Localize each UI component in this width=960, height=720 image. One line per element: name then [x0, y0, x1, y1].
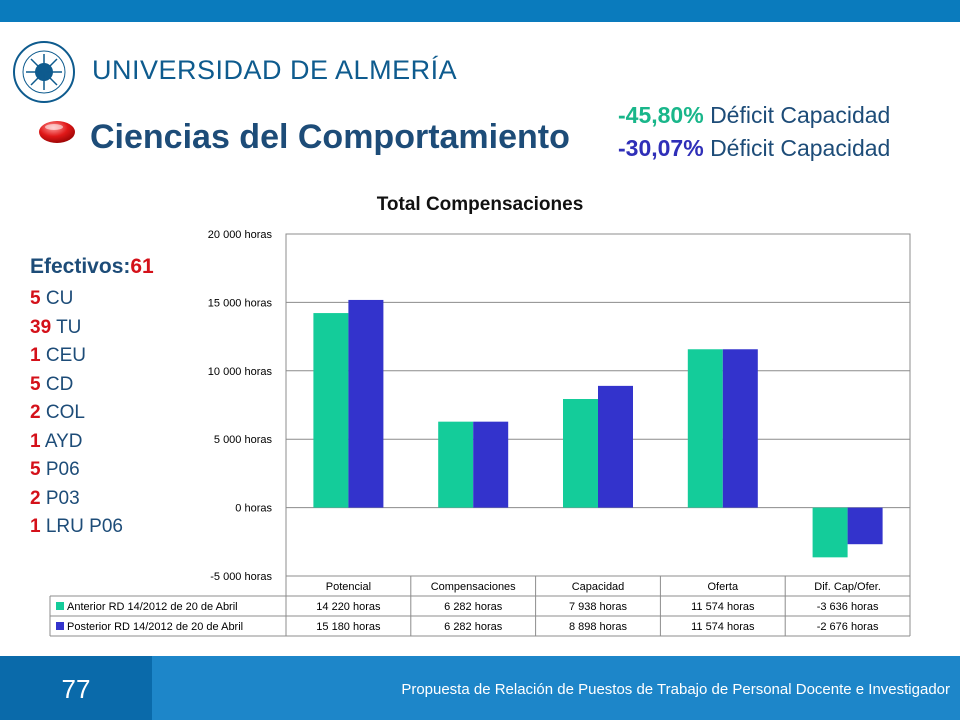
staff-item: 1 AYD	[30, 428, 154, 457]
category-label: Potencial	[326, 581, 371, 593]
top-bar	[0, 0, 960, 22]
staff-summary: Efectivos:61 5 CU 39 TU 1 CEU 5 CD 2 COL…	[30, 255, 154, 542]
legend-series-name: Anterior RD 14/2012 de 20 de Abril	[67, 601, 238, 613]
plot-frame	[285, 233, 911, 577]
staff-count: 39	[30, 316, 52, 338]
bar-posterior	[722, 349, 758, 508]
bar-anterior	[313, 313, 349, 508]
deficit-label: Déficit Capacidad	[710, 135, 891, 161]
staff-category: CU	[45, 288, 74, 309]
bar-anterior	[563, 399, 598, 508]
data-label: -3 636 horas	[817, 601, 879, 613]
staff-count: 5	[30, 459, 41, 480]
category-label: Compensaciones	[431, 581, 516, 593]
category-label: Dif. Cap/Ofer.	[814, 581, 881, 593]
footer-bar	[0, 656, 960, 720]
deficit-percent: -30,07%	[618, 135, 704, 161]
y-tick-label: -5 000 horas	[210, 571, 272, 583]
staff-category: P03	[45, 487, 80, 509]
staff-item: 1 CEU	[30, 342, 154, 371]
staff-category: LRU P06	[45, 516, 123, 537]
staff-category: TU	[56, 316, 82, 338]
staff-category: P06	[45, 459, 80, 480]
staff-count: 1	[30, 430, 41, 452]
y-tick-label: 20 000 horas	[208, 229, 273, 241]
data-label: 11 574 horas	[691, 621, 755, 633]
y-tick-label: 15 000 horas	[208, 297, 273, 309]
staff-count: 5	[30, 288, 41, 309]
data-label: 6 282 horas	[444, 601, 503, 613]
slide-title: Ciencias del Comportamiento	[90, 118, 570, 156]
page-number-box	[0, 656, 152, 720]
bar-posterior	[847, 507, 883, 545]
bar-posterior	[598, 385, 633, 508]
bar-anterior	[438, 421, 474, 508]
y-tick-label: 0 horas	[235, 503, 272, 515]
category-label: Oferta	[708, 581, 739, 593]
legend-swatch	[56, 602, 64, 610]
staff-count: 1	[30, 516, 41, 537]
staff-item: 5 CU	[30, 285, 154, 314]
staff-count: 2	[30, 402, 41, 423]
staff-heading: Efectivos:61	[30, 255, 154, 279]
staff-category: CD	[45, 373, 74, 395]
bar-posterior	[348, 299, 384, 508]
staff-count: 2	[30, 487, 41, 509]
deficit-line-anterior: -45,80% Déficit Capacidad	[618, 102, 890, 129]
staff-category: CEU	[45, 345, 86, 366]
staff-item: 39 TU	[30, 314, 154, 343]
staff-count: 1	[30, 345, 41, 366]
bar-posterior	[473, 421, 509, 508]
data-label: 7 938 horas	[569, 601, 628, 613]
data-label: 15 180 horas	[316, 621, 381, 633]
university-seal-logo	[13, 41, 75, 103]
staff-item: 5 P06	[30, 456, 154, 485]
bar-anterior	[687, 349, 723, 508]
data-label: 14 220 horas	[316, 601, 381, 613]
staff-heading-label: Efectivos:	[30, 255, 131, 278]
deficit-label: Déficit Capacidad	[710, 102, 891, 128]
staff-item: 2 COL	[30, 399, 154, 428]
data-label: 11 574 horas	[691, 601, 755, 613]
staff-item: 1 LRU P06	[30, 513, 154, 542]
data-label: -2 676 horas	[817, 621, 879, 633]
y-tick-label: 10 000 horas	[208, 366, 273, 378]
deficit-line-posterior: -30,07% Déficit Capacidad	[618, 135, 890, 162]
staff-category: COL	[45, 402, 85, 423]
bar-anterior	[812, 507, 848, 558]
data-label: 6 282 horas	[444, 621, 503, 633]
footer-text: Propuesta de Relación de Puestos de Trab…	[401, 681, 950, 698]
data-label: 8 898 horas	[569, 621, 628, 633]
legend-series-name: Posterior RD 14/2012 de 20 de Abril	[67, 621, 243, 633]
y-tick-label: 5 000 horas	[214, 434, 273, 446]
legend-swatch	[56, 622, 64, 630]
staff-item: 5 CD	[30, 371, 154, 400]
page-number: 77	[61, 674, 91, 704]
red-oval-icon	[39, 121, 75, 143]
category-label: Capacidad	[572, 581, 625, 593]
staff-total: 61	[130, 255, 154, 278]
staff-count: 5	[30, 373, 41, 395]
staff-item: 2 P03	[30, 485, 154, 514]
university-name: UNIVERSIDAD DE ALMERÍA	[92, 55, 458, 85]
staff-category: AYD	[44, 430, 83, 452]
deficit-percent: -45,80%	[618, 102, 704, 128]
chart-title: Total Compensaciones	[376, 194, 584, 215]
